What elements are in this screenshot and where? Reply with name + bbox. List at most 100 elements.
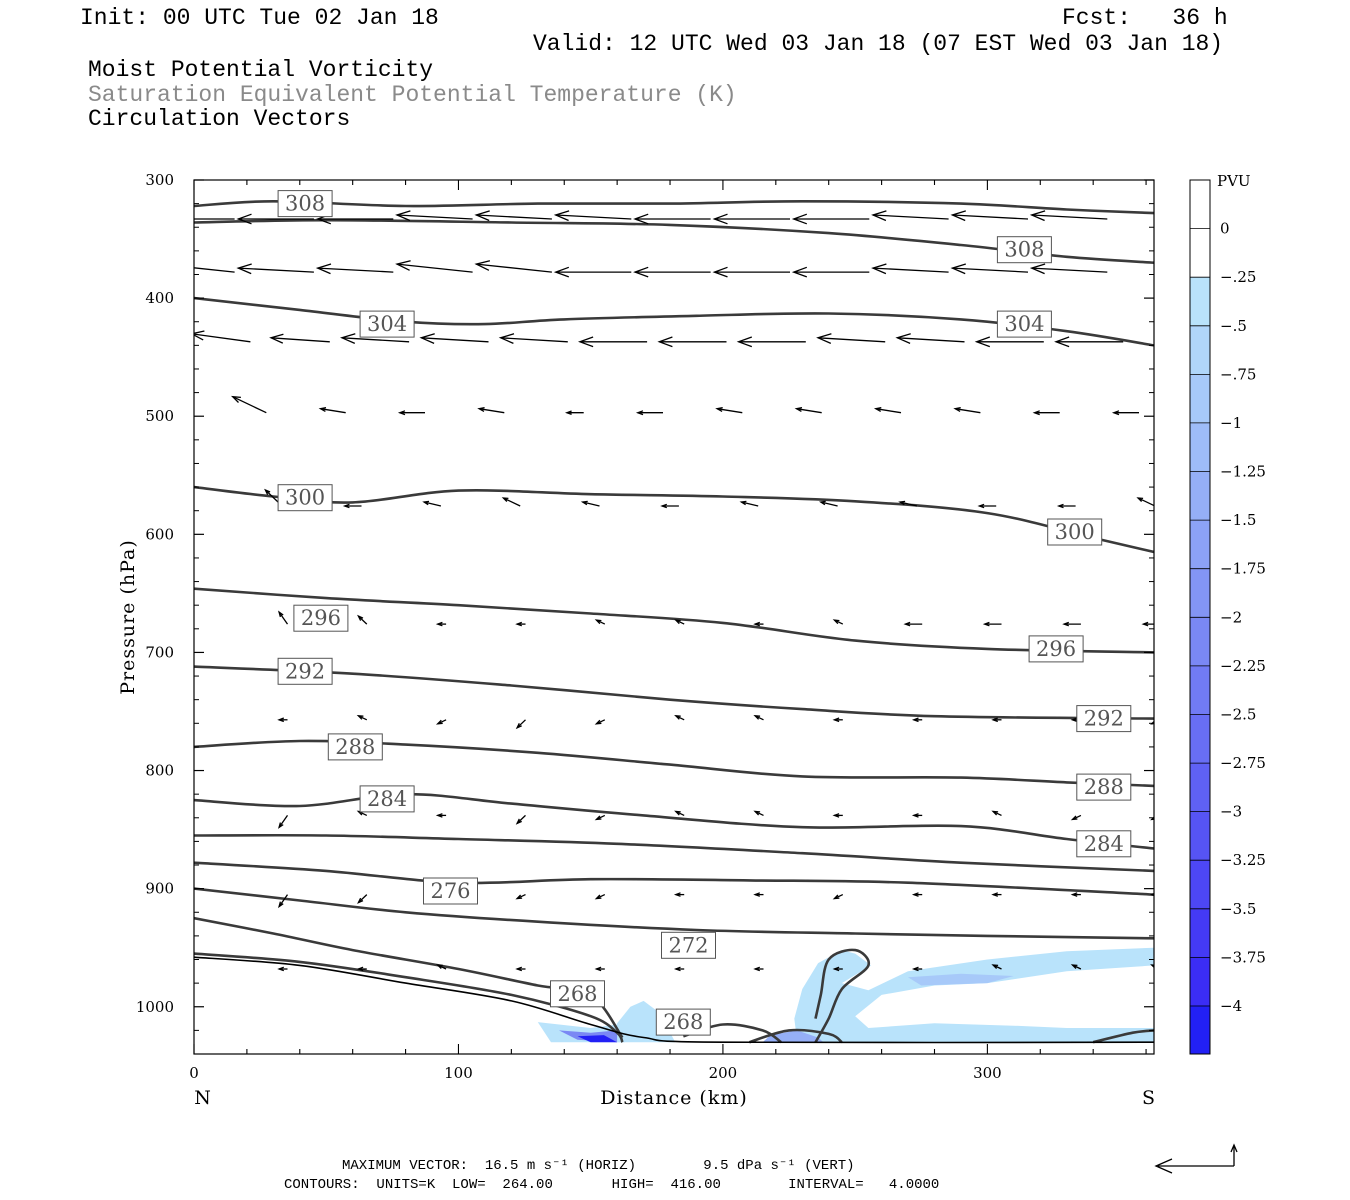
colorbar-swatch bbox=[1190, 180, 1210, 230]
colorbar-swatch bbox=[1190, 519, 1210, 569]
vector-arrow bbox=[315, 263, 394, 275]
vector-arrow bbox=[991, 892, 1002, 897]
vector-arrow bbox=[673, 892, 685, 897]
colorbar-level-label: −4 bbox=[1220, 997, 1242, 1015]
vector-arrow bbox=[674, 810, 685, 816]
vector-arrow bbox=[816, 333, 886, 344]
vector-arrow bbox=[911, 717, 923, 723]
vector-arrow bbox=[712, 266, 790, 278]
colorbar-level-label: −1.25 bbox=[1220, 463, 1266, 481]
contour-info-note: CONTOURS: UNITS=K LOW= 264.00 HIGH= 416.… bbox=[284, 1177, 940, 1193]
vector-arrow bbox=[1150, 816, 1154, 821]
x-tick-label: 300 bbox=[973, 1064, 1002, 1082]
contour-label: 304 bbox=[1004, 312, 1044, 336]
field-title-vectors: Circulation Vectors bbox=[88, 106, 351, 132]
contour-label-box: 288 bbox=[327, 733, 383, 761]
vector-arrow bbox=[318, 406, 346, 414]
x-right-end-label: S bbox=[1142, 1087, 1156, 1109]
theta-contour-5 bbox=[194, 665, 1154, 720]
vector-arrow bbox=[953, 406, 981, 414]
vector-arrow bbox=[277, 717, 288, 723]
vector-arrow bbox=[674, 715, 685, 721]
vector-arrow bbox=[753, 810, 764, 816]
contour-label: 300 bbox=[285, 486, 325, 510]
colorbar-level-label: −1 bbox=[1220, 414, 1242, 432]
vector-arrow bbox=[832, 813, 843, 818]
y-tick-label: 500 bbox=[145, 407, 174, 425]
reference-vector-icon bbox=[1154, 1143, 1238, 1174]
vector-arrow bbox=[474, 210, 552, 222]
colorbar-level-label: −.75 bbox=[1220, 365, 1256, 383]
vector-arrow bbox=[435, 719, 447, 725]
contour-label: 288 bbox=[1084, 775, 1124, 799]
vector-arrow bbox=[753, 892, 764, 897]
vector-arrow bbox=[594, 894, 606, 900]
vector-arrow bbox=[230, 395, 267, 414]
vector-arrow bbox=[1070, 892, 1081, 897]
x-axis-label: Distance (km) bbox=[600, 1087, 748, 1109]
vector-arrow bbox=[498, 333, 568, 344]
vector-arrow bbox=[194, 330, 251, 343]
vector-arrow bbox=[832, 894, 844, 900]
vector-arrow bbox=[1054, 336, 1124, 348]
vector-arrow bbox=[895, 333, 965, 344]
colorbar-level-label: −3.5 bbox=[1220, 900, 1256, 918]
y-tick-label: 300 bbox=[145, 171, 174, 189]
contour-label-box: 288 bbox=[1076, 773, 1132, 801]
init-time: Init: 00 UTC Tue 02 Jan 18 bbox=[80, 5, 439, 31]
vector-arrow bbox=[871, 210, 949, 222]
vector-arrow bbox=[515, 719, 526, 730]
colorbar-swatch bbox=[1190, 762, 1210, 812]
contour-label-box: 300 bbox=[277, 484, 333, 512]
contour-label-box: 304 bbox=[996, 310, 1052, 338]
contour-label: 272 bbox=[668, 933, 708, 957]
vector-arrow bbox=[356, 966, 367, 972]
vector-arrow bbox=[657, 336, 727, 348]
vector-arrow bbox=[1070, 814, 1082, 821]
colorbar-swatch bbox=[1190, 811, 1210, 861]
vector-arrow bbox=[898, 500, 918, 507]
contour-label: 268 bbox=[663, 1010, 703, 1034]
pv-shading bbox=[537, 947, 1154, 1043]
contour-label-box: 304 bbox=[359, 310, 415, 338]
vector-arrow bbox=[633, 266, 711, 278]
contour-label: 288 bbox=[335, 735, 375, 759]
vector-arrow bbox=[753, 966, 764, 972]
colorbar-level-label: 0 bbox=[1220, 220, 1230, 238]
theta-contour-7 bbox=[194, 792, 1154, 850]
vector-arrow bbox=[357, 894, 368, 904]
colorbar-swatch bbox=[1190, 374, 1210, 424]
contour-label-box: 300 bbox=[1047, 518, 1103, 546]
vector-arrow bbox=[419, 333, 489, 344]
vector-arrow bbox=[674, 619, 685, 625]
contour-label: 284 bbox=[367, 787, 407, 811]
x-tick-label: 100 bbox=[444, 1064, 473, 1082]
theta-contour-3 bbox=[194, 485, 1154, 554]
colorbar-level-label: −1.5 bbox=[1220, 511, 1256, 529]
pv-region-5 bbox=[577, 1035, 618, 1043]
vector-arrow bbox=[474, 260, 552, 273]
contour-label-box: 276 bbox=[423, 877, 478, 905]
theta-contour-14 bbox=[749, 1028, 843, 1044]
theta-contour-9 bbox=[194, 861, 1154, 896]
vector-arrow bbox=[515, 966, 526, 972]
vector-arrow bbox=[435, 813, 447, 818]
colorbar-swatch bbox=[1190, 1005, 1210, 1055]
colorbar-swatch bbox=[1190, 228, 1210, 278]
vector-arrow bbox=[553, 210, 632, 222]
colorbar-level-label: −.5 bbox=[1220, 317, 1247, 335]
vector-arrow bbox=[340, 333, 410, 344]
colorbar-level-label: −3.25 bbox=[1220, 851, 1266, 869]
vector-arrow bbox=[422, 500, 442, 507]
pv-colorbar: 0 −.25 −.5 −.75 −1 −1.25 −1.5 −1.75 −2 −2.25 −2.5 −… bbox=[1189, 179, 1266, 1055]
vector-arrow bbox=[1029, 210, 1108, 222]
colorbar-swatch bbox=[1190, 617, 1210, 667]
vector-arrow bbox=[1029, 263, 1108, 275]
colorbar-swatch bbox=[1190, 568, 1210, 618]
vector-arrow bbox=[753, 715, 764, 721]
contour-label-box: 268 bbox=[655, 1008, 711, 1036]
vector-arrow bbox=[194, 267, 235, 273]
colorbar-swatch bbox=[1190, 665, 1210, 715]
contour-label: 300 bbox=[1055, 520, 1095, 544]
